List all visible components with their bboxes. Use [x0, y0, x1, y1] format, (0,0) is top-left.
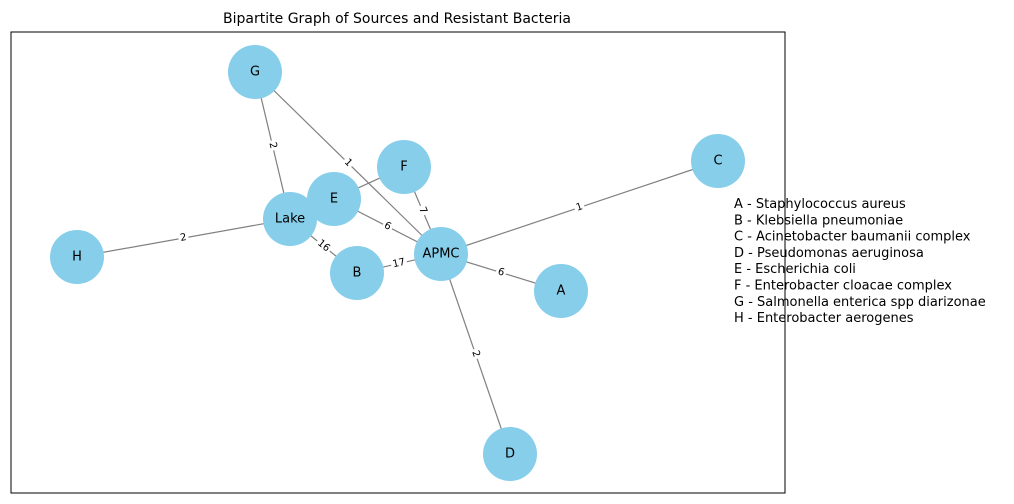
- edge-label-group: 6: [380, 218, 395, 235]
- node-circle: [483, 427, 537, 481]
- node-circle: [414, 227, 468, 281]
- edge-label: 17: [392, 257, 407, 271]
- legend-line: H - Enterobacter aerogenes: [734, 311, 914, 326]
- node-apmc: APMC: [414, 227, 468, 281]
- edge-label: 2: [179, 232, 187, 244]
- edge-label-background: [177, 231, 190, 245]
- node-label: A: [557, 284, 566, 299]
- legend-line: A - Staphylococcus aureus: [734, 197, 906, 212]
- legend-line: E - Escherichia coli: [734, 262, 856, 277]
- edge-label-group: 1: [572, 200, 587, 215]
- edge-label-background: [468, 347, 483, 361]
- edge-label: 2: [266, 141, 278, 150]
- legend-line: C - Acinetobacter baumanii complex: [734, 230, 971, 245]
- edge-label: 6: [496, 266, 505, 278]
- node-e: E: [307, 172, 361, 226]
- node-h: H: [50, 230, 104, 284]
- node-label: B: [353, 266, 362, 281]
- legend-line: B - Klebsiella pneumoniae: [734, 213, 903, 228]
- edge-label-background: [415, 203, 430, 218]
- node-label: F: [400, 160, 407, 175]
- edge-label: 2: [469, 349, 481, 359]
- node-label: C: [713, 154, 722, 169]
- edge-label-background: [340, 155, 356, 171]
- edge-label-group: 2: [265, 139, 280, 152]
- node-circle: [307, 172, 361, 226]
- edge-label-group: 16: [313, 236, 334, 256]
- edge-label: 6: [382, 220, 393, 233]
- node-label: E: [330, 192, 338, 207]
- edge-label-group: 2: [177, 231, 190, 245]
- node-circle: [263, 192, 317, 246]
- node-f: F: [377, 140, 431, 194]
- edge-label-background: [572, 200, 587, 215]
- plot-frame: [10, 31, 786, 494]
- edge-label-group: 17: [389, 255, 409, 272]
- edge-label: 16: [315, 238, 332, 255]
- edge-label-background: [265, 139, 280, 152]
- node-circle: [691, 134, 745, 188]
- edge-label-background: [313, 236, 334, 256]
- edge-label-background: [380, 218, 395, 235]
- node-d: D: [483, 427, 537, 481]
- node-circle: [534, 264, 588, 318]
- chart-title: Bipartite Graph of Sources and Resistant…: [223, 11, 571, 27]
- edge-label-background: [494, 265, 508, 280]
- edge-label-background: [389, 255, 409, 272]
- node-circle: [330, 246, 384, 300]
- node-lake: Lake: [263, 192, 317, 246]
- edge-label-group: 2: [468, 347, 483, 361]
- legend-line: D - Pseudomonas aeruginosa: [734, 246, 924, 261]
- node-a: A: [534, 264, 588, 318]
- node-label: Lake: [275, 212, 305, 227]
- edge-label: 1: [575, 201, 585, 213]
- edge-label: 7: [416, 205, 429, 215]
- node-c: C: [691, 134, 745, 188]
- node-b: B: [330, 246, 384, 300]
- node-label: D: [505, 447, 515, 462]
- nodes-layer: G F C E Lake H APMC B A D: [50, 45, 745, 481]
- node-g: G: [228, 45, 282, 99]
- legend-line: G - Salmonella enterica spp diarizonae: [734, 295, 986, 310]
- edge-label-group: 1: [340, 155, 356, 171]
- node-label: H: [72, 250, 82, 265]
- node-label: APMC: [422, 247, 459, 262]
- edge-label-group: 7: [415, 203, 430, 218]
- legend-line: F - Enterobacter cloacae complex: [734, 279, 952, 294]
- node-circle: [377, 140, 431, 194]
- node-circle: [228, 45, 282, 99]
- edge-label-group: 6: [494, 265, 508, 280]
- node-label: G: [250, 65, 260, 80]
- node-circle: [50, 230, 104, 284]
